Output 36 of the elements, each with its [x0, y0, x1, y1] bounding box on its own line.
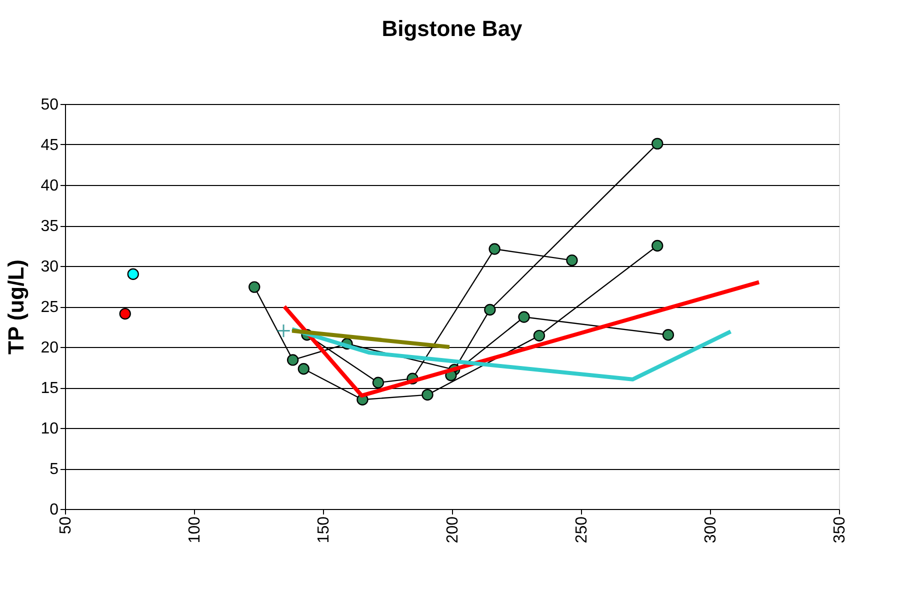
y-tick-label: 20	[40, 340, 59, 356]
y-tick-label: 15	[40, 380, 59, 397]
point	[484, 304, 496, 316]
point	[652, 240, 664, 252]
point	[127, 268, 139, 280]
point	[662, 329, 674, 341]
x-tick-label: 250	[574, 516, 590, 544]
point	[422, 388, 434, 401]
point	[286, 354, 299, 366]
y-tick-label: 45	[40, 137, 59, 154]
y-tick-label: 40	[40, 178, 59, 194]
point	[298, 363, 310, 375]
point	[119, 308, 131, 320]
point	[533, 330, 546, 342]
y-tick-label: 0	[50, 502, 59, 518]
y-tick-label: 30	[40, 258, 59, 276]
x-tick-label: 300	[702, 516, 720, 544]
point	[652, 138, 664, 150]
point	[276, 324, 291, 338]
y-tick-label: 25	[40, 299, 59, 316]
y-tick-label: 50	[40, 96, 59, 114]
point	[488, 243, 500, 255]
x-tick-label: 150	[316, 516, 332, 544]
x-tick-label: 350	[832, 516, 848, 544]
point	[518, 311, 530, 323]
point	[248, 281, 260, 293]
x-tick-label: 200	[444, 516, 462, 544]
x-tick-label: 100	[186, 516, 204, 544]
line-series	[290, 327, 733, 382]
y-axis-title: TP (ug/L)	[4, 260, 29, 354]
y-tick-label: 10	[40, 420, 59, 438]
point	[372, 376, 384, 388]
point	[566, 254, 578, 266]
y-tick-label: 35	[40, 218, 59, 235]
chart-title: Bigstone Bay	[382, 16, 524, 41]
y-tick-label: 5	[50, 461, 59, 478]
